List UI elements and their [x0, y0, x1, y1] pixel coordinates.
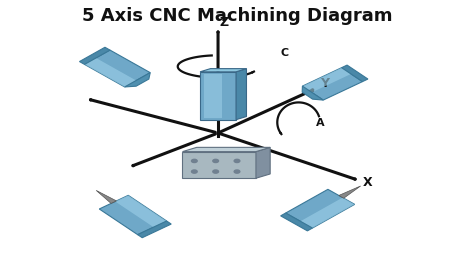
Circle shape	[213, 170, 219, 173]
Text: Z: Z	[219, 16, 228, 29]
Polygon shape	[80, 47, 110, 64]
Circle shape	[191, 170, 197, 173]
Polygon shape	[301, 198, 355, 228]
Polygon shape	[84, 50, 150, 87]
Polygon shape	[84, 58, 136, 87]
Polygon shape	[256, 147, 270, 178]
Text: 5 Axis CNC Machining Diagram: 5 Axis CNC Machining Diagram	[82, 7, 392, 25]
Polygon shape	[182, 147, 270, 152]
Text: X: X	[363, 176, 372, 189]
Circle shape	[191, 159, 197, 163]
Polygon shape	[339, 186, 361, 198]
Polygon shape	[200, 72, 236, 120]
Circle shape	[213, 159, 219, 163]
Polygon shape	[96, 190, 117, 203]
Polygon shape	[281, 213, 312, 231]
Polygon shape	[99, 195, 167, 235]
Polygon shape	[236, 69, 246, 120]
Text: C: C	[280, 48, 289, 58]
Polygon shape	[204, 74, 222, 118]
Polygon shape	[302, 86, 323, 100]
Text: A: A	[316, 118, 324, 128]
Text: Y: Y	[320, 77, 329, 90]
Polygon shape	[342, 65, 368, 82]
Polygon shape	[200, 69, 246, 72]
Polygon shape	[286, 189, 355, 228]
Polygon shape	[182, 152, 256, 178]
Circle shape	[234, 159, 240, 163]
Polygon shape	[302, 68, 351, 92]
Polygon shape	[115, 195, 167, 227]
Circle shape	[234, 170, 240, 173]
Polygon shape	[125, 73, 150, 87]
Polygon shape	[137, 221, 171, 238]
Polygon shape	[302, 68, 363, 100]
